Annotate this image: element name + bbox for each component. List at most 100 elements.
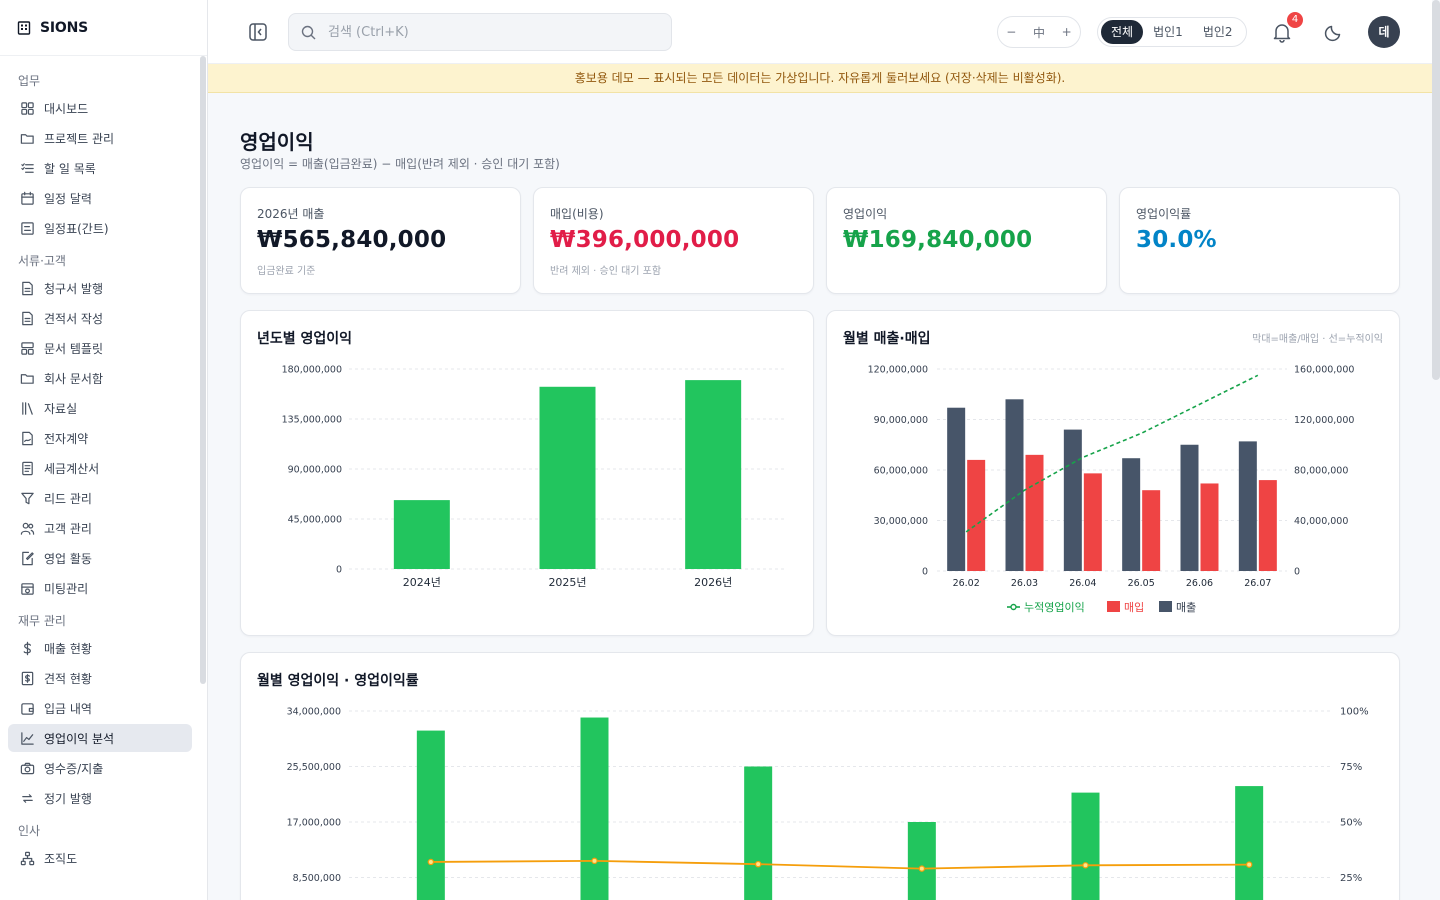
sidebar-item[interactable]: 할 일 목록 (8, 154, 192, 182)
users-icon (20, 521, 35, 536)
y-tick-label: 45,000,000 (288, 515, 342, 526)
kpi-note: 반려 제외 · 승인 대기 포함 (550, 266, 662, 277)
kpi-label: 영업이익률 (1136, 207, 1192, 221)
page-scrollbar[interactable] (1432, 0, 1440, 380)
avatar[interactable]: 데 (1368, 16, 1400, 48)
zoom-in-button[interactable]: + (1061, 25, 1072, 39)
y2-tick-label: 40,000,000 (1294, 516, 1348, 527)
entity-tab[interactable]: 법인2 (1202, 25, 1233, 39)
sidebar-item-label: 영수증/지출 (44, 761, 104, 776)
sidebar-item[interactable]: 자료실 (8, 394, 192, 422)
sidebar-item-label: 영업 활동 (44, 551, 92, 566)
sidebar-item[interactable]: 견적서 작성 (8, 304, 192, 332)
sidebar-item[interactable]: 영업 활동 (8, 544, 192, 572)
search-box[interactable] (288, 13, 672, 51)
legend-swatch (1159, 601, 1172, 612)
sidebar-item[interactable]: 정기 발행 (8, 784, 192, 812)
sidebar-item[interactable]: 입금 내역 (8, 694, 192, 722)
y-tick-label: 30,000,000 (874, 516, 928, 527)
sidebar-item[interactable]: 고객 관리 (8, 514, 192, 542)
bar (907, 822, 936, 900)
bar (416, 730, 445, 900)
bar-sales (1238, 441, 1257, 571)
zoom-control: − 中 + (997, 16, 1081, 48)
entity-tab[interactable]: 법인1 (1153, 25, 1183, 39)
x-tick-label: 26.07 (1244, 578, 1271, 589)
sidebar-item-label: 조직도 (44, 851, 78, 866)
notification-badge: 4 (1287, 12, 1303, 28)
kpi-label: 2026년 매출 (257, 207, 325, 221)
library-icon (20, 401, 35, 416)
sidebar-item[interactable]: 프로젝트 관리 (8, 124, 192, 152)
sidebar-item-label: 프로젝트 관리 (44, 131, 115, 146)
moon-icon[interactable] (1324, 22, 1344, 42)
sidebar-item[interactable]: 일정표(간트) (8, 214, 192, 242)
bar-purchase (1258, 480, 1277, 571)
margin-point (591, 857, 598, 865)
margin-line (430, 859, 1250, 870)
bar (580, 717, 609, 900)
y-tick-label: 34,000,000 (287, 707, 341, 718)
sidebar-toggle-icon[interactable] (248, 22, 268, 42)
kpi-value: ₩169,840,000 (843, 227, 1033, 253)
chart-card-monthly-profit: 월별 영업이익 · 영업이익률 8,500,000 25% 17,000,000 50… (240, 652, 1400, 900)
sidebar: SIONS 업무 대시보드 프로젝트 관리 할 일 목록 일정 달력 일정표(간트) 서류·… (0, 0, 208, 900)
y-tick-label: 0 (336, 565, 342, 576)
signature-icon (20, 431, 35, 446)
receipt-icon (20, 461, 35, 476)
sidebar-item[interactable]: 전자계약 (8, 424, 192, 452)
sidebar-item[interactable]: 대시보드 (8, 94, 192, 122)
sidebar-item[interactable]: 조직도 (8, 844, 192, 872)
demo-banner: 홍보용 데모 — 표시되는 모든 데이터는 가상입니다. 자유롭게 둘러보세요 … (208, 64, 1432, 93)
y2-tick-label: 75% (1340, 762, 1362, 773)
y-tick-label: 120,000,000 (868, 365, 928, 376)
sidebar-section-title: 업무 (18, 74, 41, 88)
sidebar-item-label: 할 일 목록 (44, 161, 96, 176)
sidebar-item[interactable]: 영수증/지출 (8, 754, 192, 782)
org-chart-icon (20, 851, 35, 866)
bell-icon[interactable] (1271, 21, 1293, 43)
bar-purchase (967, 459, 986, 571)
wallet-icon (20, 701, 35, 716)
cumulative-profit-line (965, 374, 1259, 533)
y2-tick-label: 120,000,000 (1294, 415, 1354, 426)
gantt-icon (20, 221, 35, 236)
zoom-level: 中 (1032, 25, 1045, 40)
sidebar-item[interactable]: 회사 문서함 (8, 364, 192, 392)
sidebar-scrollbar[interactable] (200, 56, 206, 684)
yearly-profit-chart: 0 45,000,000 90,000,000 135,000,000 180,000,… (282, 365, 786, 589)
chart-card-monthly-sales: 월별 매출·매입 막대=매출/매입 · 선=누적이익 0 0 30,000,000 4… (826, 310, 1400, 636)
zoom-out-button[interactable]: − (1006, 25, 1017, 39)
margin-point (918, 865, 926, 872)
x-tick-label: 2024년 (403, 576, 441, 589)
sidebar-nav: 업무 대시보드 프로젝트 관리 할 일 목록 일정 달력 일정표(간트) 서류·고객 청구서 … (8, 62, 192, 874)
sidebar-item-label: 고객 관리 (44, 521, 92, 536)
margin-point (1082, 862, 1089, 869)
monthly-profit-chart: 8,500,000 25% 17,000,000 50% 25,500,000 75% 34… (287, 707, 1369, 900)
x-tick-label: 2025년 (548, 576, 586, 589)
sidebar-item[interactable]: 견적 현황 (8, 664, 192, 692)
sidebar-section-title: 재무 관리 (18, 614, 66, 628)
y-tick-label: 0 (922, 567, 928, 578)
x-tick-label: 26.06 (1186, 578, 1213, 589)
sidebar-item[interactable]: 청구서 발행 (8, 274, 192, 302)
x-tick-label: 2026년 (694, 576, 732, 589)
sidebar-item[interactable]: 미팅관리 (8, 574, 192, 602)
search-input[interactable] (328, 24, 648, 40)
sidebar-item-label: 회사 문서함 (44, 371, 104, 386)
grid-icon (20, 101, 35, 116)
sidebar-item-label: 영업이익 분석 (44, 731, 115, 746)
sidebar-item[interactable]: 세금계산서 (8, 454, 192, 482)
sidebar-item[interactable]: 영업이익 분석 (8, 724, 192, 752)
margin-point (427, 858, 435, 866)
sidebar-item[interactable]: 일정 달력 (8, 184, 192, 212)
brand-name: SIONS (40, 19, 88, 36)
sidebar-item[interactable]: 매출 현황 (8, 634, 192, 662)
kpi-card: 2026년 매출 ₩565,840,000 입금완료 기준 (240, 187, 521, 294)
bar (1071, 792, 1100, 900)
chart-title: 년도별 영업이익 (257, 331, 353, 347)
sidebar-item[interactable]: 리드 관리 (8, 484, 192, 512)
brand[interactable]: SIONS (0, 0, 207, 56)
sidebar-item[interactable]: 문서 템플릿 (8, 334, 192, 362)
entity-tab[interactable]: 전체 (1101, 20, 1144, 44)
